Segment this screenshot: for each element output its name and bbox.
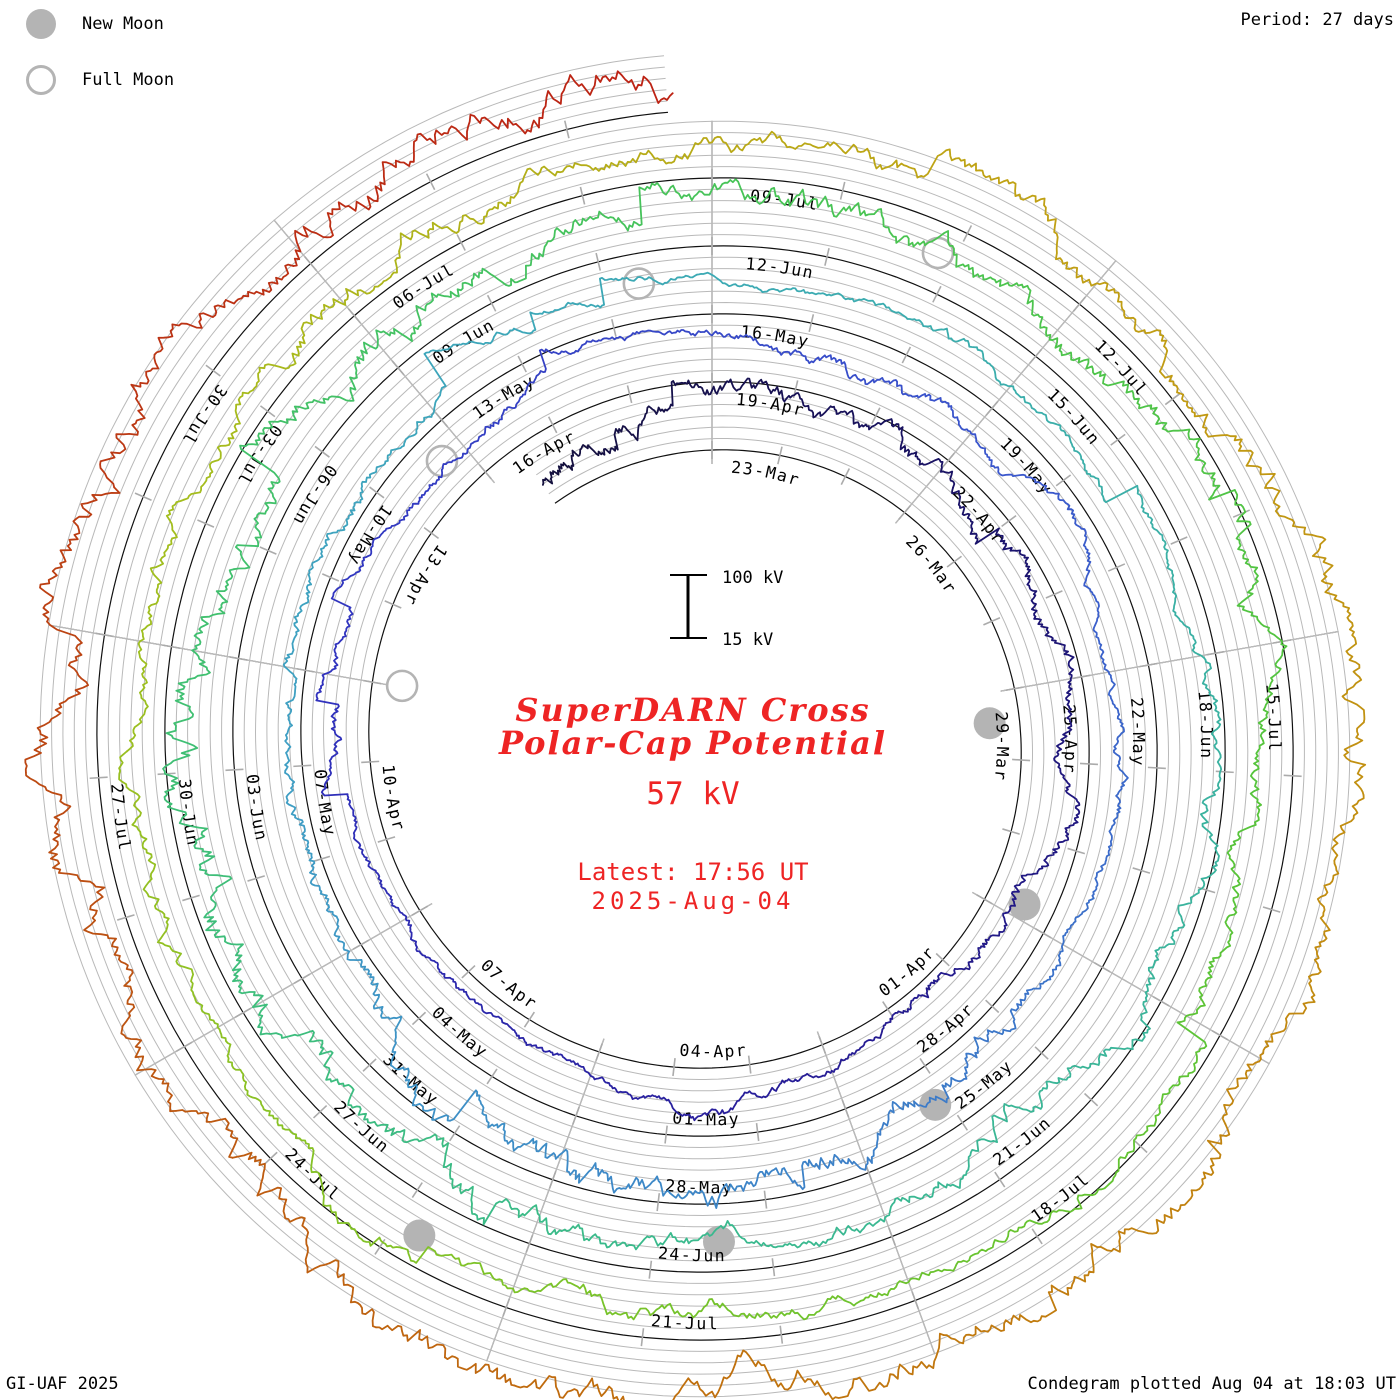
new-moon-marker-29-Mar [973, 707, 1006, 740]
date-label-27-Jul: 27-Jul [107, 783, 134, 853]
date-label-18-Jun: 18-Jun [1194, 689, 1216, 759]
date-label-12-Jun: 12-Jun [745, 254, 816, 283]
plot-title-line1: SuperDARN Cross [515, 691, 871, 729]
date-label-07-Apr: 07-Apr [477, 956, 541, 1014]
date-label-04-May: 04-May [428, 1003, 492, 1062]
scale-top-label: 100 kV [722, 568, 783, 588]
new-moon-icon [26, 9, 56, 39]
legend-new-moon: New Moon [26, 6, 174, 42]
date-label-18-Jul: 18-Jul [1028, 1170, 1094, 1226]
plot-title: SuperDARN Cross Polar-Cap Potential [499, 694, 887, 760]
date-label-21-Jul: 21-Jul [650, 1311, 719, 1333]
new-moon-marker-27-Apr [1008, 888, 1041, 921]
date-label-28-May: 28-May [664, 1176, 733, 1197]
latest-date: 2025-Aug-04 [591, 887, 795, 915]
moon-legend: New Moon Full Moon [26, 6, 174, 118]
date-label-30-Jun: 30-Jun [175, 778, 203, 848]
plotted-label: Condegram plotted Aug 04 at 18:03 UT [1027, 1374, 1396, 1394]
moon-markers [385, 236, 1041, 1258]
plot-title-line2: Polar-Cap Potential [498, 724, 888, 762]
date-label-01-May: 01-May [672, 1108, 741, 1129]
scale-bottom-label: 15 kV [722, 630, 773, 650]
date-label-22-May: 22-May [1127, 697, 1148, 768]
date-label-29-Mar: 29-Mar [991, 711, 1013, 783]
date-label-07-May: 07-May [311, 769, 340, 839]
potential-trace [24, 70, 1367, 1400]
date-label-01-Apr: 01-Apr [875, 942, 939, 1000]
date-label-04-Apr: 04-Apr [679, 1040, 748, 1061]
full-moon-icon [26, 65, 56, 95]
date-label-25-Apr: 25-Apr [1059, 704, 1080, 775]
date-label-27-Jun: 27-Jun [330, 1097, 393, 1157]
latest-readout: Latest: 17:56 UT 2025-Aug-04 [577, 858, 808, 916]
date-label-10-Apr: 10-Apr [378, 764, 408, 834]
new-moon-marker-27-May [919, 1088, 952, 1121]
scale-bar: 100 kV 15 kV [670, 568, 783, 650]
date-label-24-Jun: 24-Jun [657, 1243, 726, 1265]
new-moon-marker-24-Jul [403, 1219, 436, 1252]
date-label-21-Jun: 21-Jun [990, 1113, 1055, 1170]
period-label: Period: 27 days [1240, 10, 1394, 30]
new-moon-marker-25-Jun [702, 1225, 735, 1258]
latest-time: Latest: 17:56 UT [577, 858, 809, 886]
date-label-03-Jun: 03-Jun [243, 773, 271, 843]
date-label-23-Mar: 23-Mar [730, 458, 802, 490]
date-spokes-ticks [48, 120, 1339, 1362]
legend-full-moon: Full Moon [26, 62, 174, 98]
date-label-31-May: 31-May [379, 1050, 442, 1109]
date-label-13-Apr: 13-Apr [401, 541, 451, 609]
credit-label: GI-UAF 2025 [6, 1374, 119, 1394]
full-moon-label: Full Moon [82, 70, 175, 90]
date-label-09-Jul: 09-Jul [749, 186, 820, 214]
date-label-28-Apr: 28-Apr [914, 999, 978, 1057]
full-moon-marker-13-Apr [385, 669, 419, 703]
full-moon-marker-11-Jun [622, 267, 656, 300]
current-value: 57 kV [646, 776, 740, 812]
new-moon-label: New Moon [82, 14, 164, 34]
